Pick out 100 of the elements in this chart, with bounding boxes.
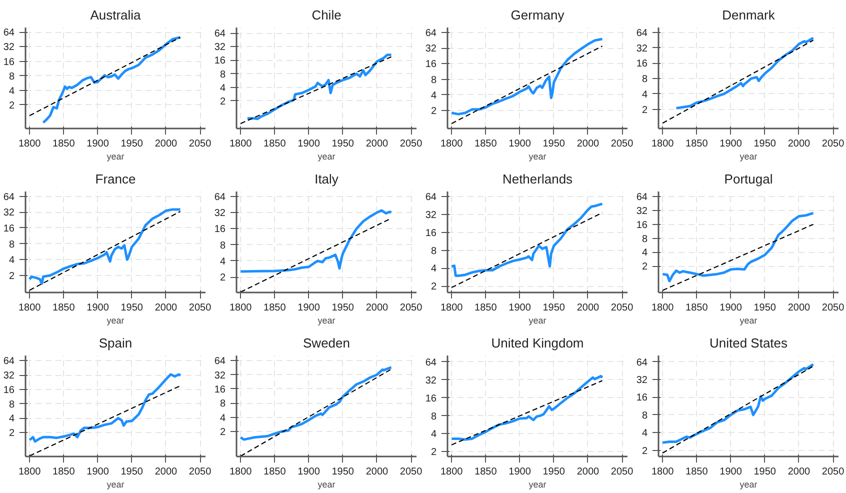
x-tick-label: 2050 <box>188 302 212 314</box>
x-tick-label: 1850 <box>686 302 708 314</box>
x-tick-label: 2000 <box>788 138 811 150</box>
x-tick-label: 2050 <box>610 302 634 314</box>
x-tick-label: 2050 <box>400 466 423 478</box>
x-axis-title: year <box>528 152 546 162</box>
x-tick-label: 1800 <box>229 138 252 150</box>
x-tick-label: 1850 <box>52 302 76 314</box>
y-tick-label: 2 <box>642 104 648 116</box>
y-tick-label: 32 <box>425 375 437 386</box>
chart-title: Denmark <box>722 8 776 22</box>
y-tick-label: 64 <box>425 357 437 368</box>
x-tick-label: 1850 <box>474 138 498 150</box>
y-tick-label: 2 <box>430 106 437 118</box>
x-tick-label: 2000 <box>154 302 178 314</box>
x-tick-label: 1850 <box>686 138 708 150</box>
y-tick-label: 32 <box>3 208 15 219</box>
x-axis-title: year <box>740 316 758 326</box>
y-tick-label: 16 <box>425 228 437 239</box>
x-tick-label: 1800 <box>18 466 42 478</box>
x-tick-label: 1900 <box>508 466 532 478</box>
x-tick-label: 2000 <box>788 466 811 478</box>
x-tick-label: 1900 <box>508 302 532 314</box>
x-tick-label: 2050 <box>822 138 845 150</box>
x-tick-label: 1900 <box>720 466 742 478</box>
x-tick-label: 1800 <box>651 466 674 478</box>
y-tick-label: 8 <box>642 234 648 245</box>
y-tick-label: 2 <box>642 446 648 457</box>
y-tick-label: 16 <box>3 384 15 396</box>
x-tick-label: 1800 <box>440 138 464 150</box>
y-tick-label: 2 <box>430 447 437 458</box>
x-tick-label: 1950 <box>332 466 354 478</box>
chart-title: Netherlands <box>502 172 574 186</box>
x-tick-label: 1800 <box>18 138 42 150</box>
y-tick-label: 32 <box>425 210 437 221</box>
y-tick-label: 4 <box>430 264 437 275</box>
y-tick-label: 2 <box>220 272 226 284</box>
y-tick-label: 8 <box>642 410 648 422</box>
x-tick-label: 1900 <box>86 466 110 478</box>
y-tick-label: 8 <box>642 74 648 86</box>
y-tick-label: 2 <box>220 96 226 108</box>
y-tick-label: 16 <box>214 384 226 396</box>
x-tick-label: 1950 <box>754 466 776 478</box>
x-axis-title: year <box>106 316 124 326</box>
y-tick-label: 4 <box>430 90 437 102</box>
x-tick-label: 2000 <box>366 466 389 478</box>
y-tick-label: 32 <box>3 370 15 382</box>
chart-title: Chile <box>312 8 342 22</box>
x-tick-label: 2000 <box>366 302 389 314</box>
x-tick-label: 1950 <box>542 138 566 150</box>
line-series <box>450 38 604 116</box>
x-tick-label: 1950 <box>120 138 144 150</box>
y-tick-label: 8 <box>220 240 226 252</box>
x-tick-label: 1950 <box>754 302 776 314</box>
chart-title: United Kingdom <box>491 336 584 350</box>
x-tick-label: 1950 <box>120 302 144 314</box>
x-axis-title: year <box>318 152 336 162</box>
x-tick-label: 2000 <box>576 302 600 314</box>
x-tick-label: 1850 <box>686 466 708 478</box>
x-tick-label: 1850 <box>52 466 76 478</box>
x-tick-label: 1800 <box>229 302 252 314</box>
y-tick-label: 16 <box>425 393 437 404</box>
y-tick-label: 64 <box>214 28 226 40</box>
x-tick-label: 2050 <box>610 138 634 150</box>
y-tick-label: 4 <box>8 86 15 97</box>
y-tick-label: 64 <box>214 192 226 203</box>
x-tick-label: 1950 <box>754 138 776 150</box>
x-tick-label: 1800 <box>440 466 464 478</box>
x-tick-label: 1800 <box>229 466 252 478</box>
y-tick-label: 2 <box>220 427 226 438</box>
x-axis-title: year <box>318 316 336 326</box>
x-tick-label: 1900 <box>298 466 320 478</box>
x-tick-label: 1850 <box>52 138 76 150</box>
line-series <box>28 373 182 443</box>
y-tick-label: 16 <box>636 220 648 231</box>
x-tick-label: 1950 <box>542 302 566 314</box>
y-tick-label: 16 <box>3 56 15 68</box>
y-tick-label: 64 <box>3 192 15 203</box>
line-series <box>674 36 815 110</box>
y-tick-label: 32 <box>214 370 226 382</box>
y-tick-label: 2 <box>642 262 648 273</box>
chart-title: United States <box>709 336 788 350</box>
x-tick-label: 2000 <box>576 466 600 478</box>
y-tick-label: 16 <box>214 224 226 236</box>
y-tick-label: 16 <box>636 392 648 404</box>
y-tick-label: 32 <box>3 42 15 54</box>
chart-title: France <box>95 172 136 186</box>
x-tick-label: 2050 <box>822 466 845 478</box>
y-tick-label: 64 <box>636 28 648 39</box>
y-tick-label: 8 <box>220 69 226 80</box>
y-tick-label: 4 <box>8 414 15 425</box>
y-tick-label: 4 <box>220 256 226 268</box>
y-tick-label: 2 <box>8 428 15 440</box>
x-tick-label: 1950 <box>542 466 566 478</box>
x-tick-label: 1800 <box>440 302 464 314</box>
y-tick-label: 4 <box>642 428 648 440</box>
y-tick-label: 64 <box>636 192 648 203</box>
chart-title: Spain <box>98 336 132 350</box>
x-tick-label: 2050 <box>822 302 845 314</box>
x-tick-label: 1950 <box>332 302 354 314</box>
